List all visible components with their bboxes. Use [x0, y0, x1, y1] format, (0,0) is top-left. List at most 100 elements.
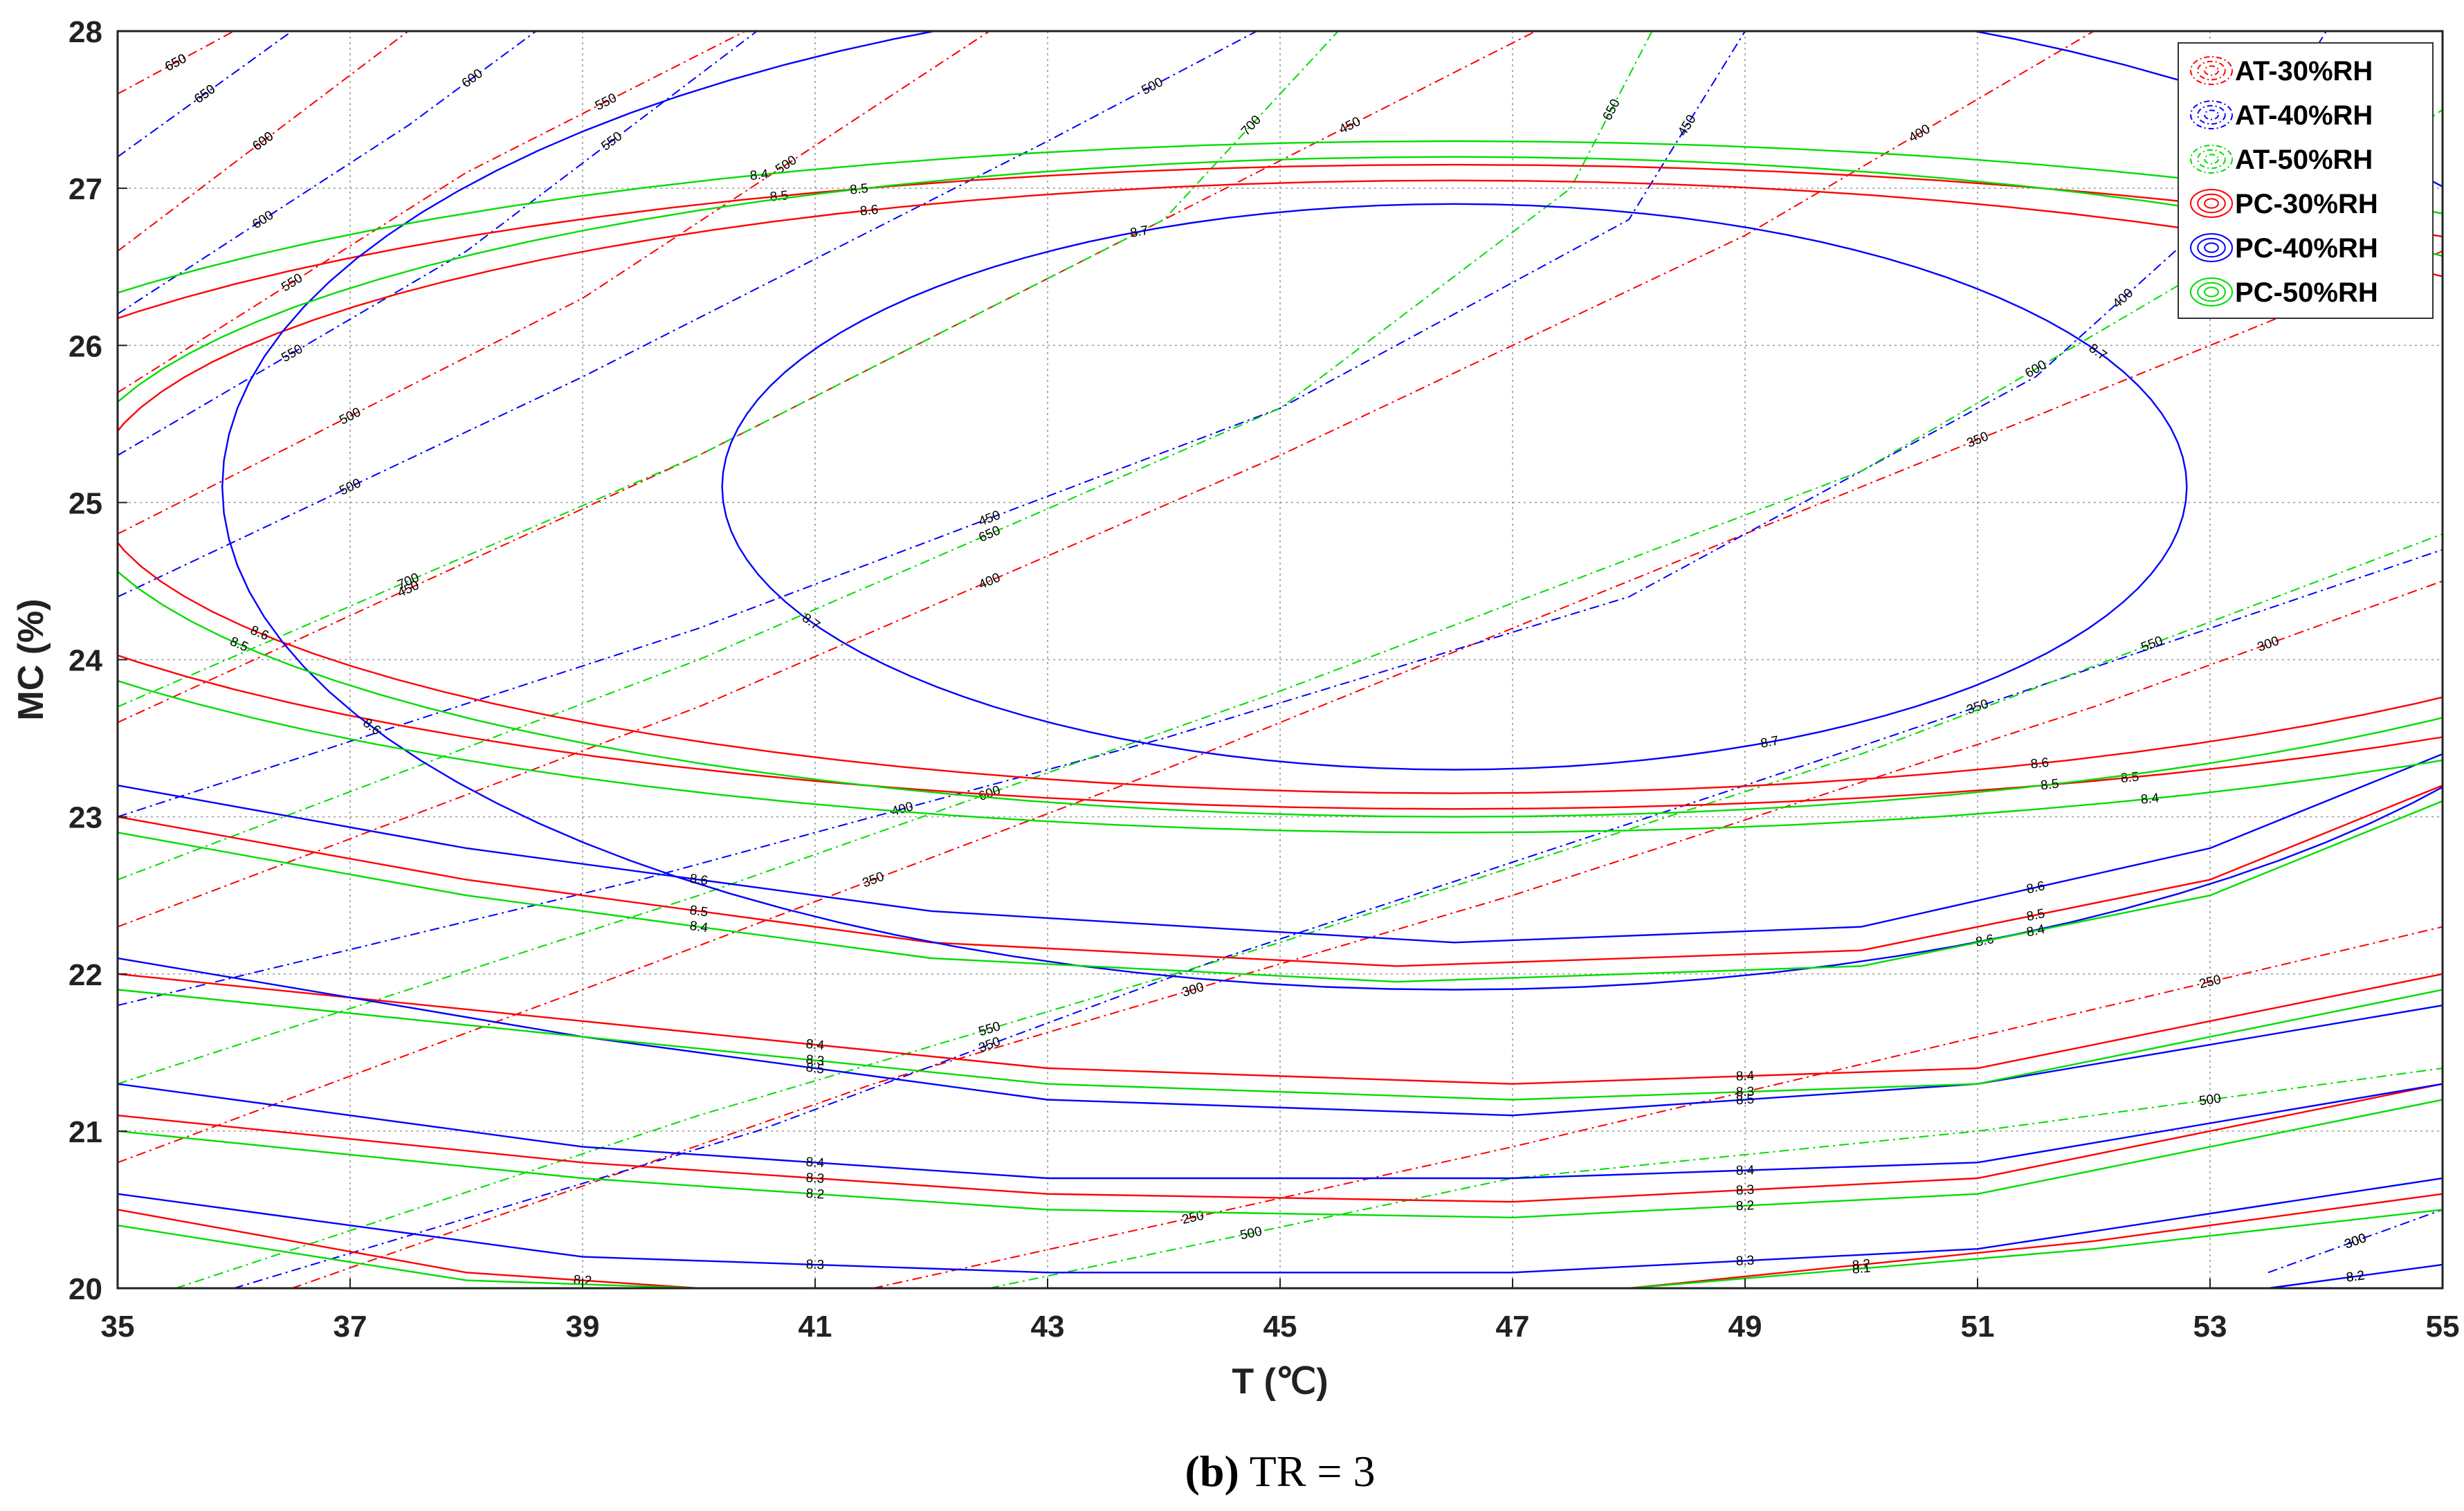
legend-swatch-icon — [2197, 237, 2226, 258]
contour-level-label: 8.3 — [805, 1052, 825, 1069]
legend-swatch-icon — [2204, 154, 2219, 165]
x-ticks: 35 37 39 41 43 45 47 49 51 53 55 — [101, 1279, 2460, 1344]
y-tick-label: 27 — [69, 172, 102, 206]
contour-level-label: 8.6 — [859, 203, 879, 219]
contour-level-label: 8.4 — [805, 1155, 825, 1171]
contour-level-label: 8.2 — [1735, 1198, 1754, 1214]
legend-item: AT-50%RH — [2190, 145, 2373, 175]
legend-swatch-icon — [2190, 100, 2233, 129]
legend-label: AT-30%RH — [2235, 56, 2373, 86]
legend-label: PC-50%RH — [2235, 277, 2378, 308]
contour-level-label: 8.3 — [805, 1257, 824, 1272]
legend-item: PC-50%RH — [2190, 277, 2378, 308]
legend-swatch-icon — [2204, 198, 2219, 209]
contour-level-label: 500 — [2198, 1091, 2222, 1108]
contour-line — [118, 179, 2443, 794]
y-tick-label: 23 — [69, 801, 102, 835]
legend-swatch-icon — [2197, 193, 2226, 214]
y-tick-label: 20 — [69, 1272, 102, 1306]
legend-swatch-icon — [2197, 60, 2226, 81]
contour-line — [118, 1083, 2443, 1180]
contour-line — [873, 926, 2443, 1288]
x-tick-label: 49 — [1728, 1310, 1762, 1344]
legend-swatch-icon — [2197, 282, 2226, 302]
contour-line — [118, 957, 2443, 1117]
contour-line — [118, 1083, 2443, 1203]
x-tick-label: 51 — [1961, 1310, 1995, 1344]
contour-level-label: 8.5 — [2025, 906, 2046, 924]
contour-line — [118, 31, 1537, 724]
contour-level-label: 8.2 — [2346, 1268, 2366, 1285]
contour-level-label: 8.4 — [805, 1037, 825, 1054]
legend: AT-30%RH AT-40%RH AT-50%RH PC-30%RH PC-40%RH… — [2178, 42, 2434, 319]
legend-swatch-icon — [2204, 109, 2219, 120]
contour-level-label: 8.2 — [805, 1187, 825, 1202]
contour-level-label: 8.4 — [749, 167, 769, 183]
legend-swatch-icon — [2204, 242, 2219, 253]
x-tick-label: 37 — [334, 1310, 367, 1344]
x-tick-label: 35 — [101, 1310, 135, 1344]
contour-level-label: 8.5 — [849, 181, 869, 198]
contour-line — [118, 1177, 2443, 1274]
contour-line — [118, 31, 409, 252]
y-axis-label: MC (%) — [11, 598, 51, 720]
contour-level-label: 8.3 — [1735, 1085, 1754, 1100]
contour-line — [118, 1209, 2443, 1288]
contour-line — [2267, 1209, 2443, 1274]
y-tick-label: 26 — [69, 329, 102, 363]
contour-line — [118, 31, 990, 535]
contour-level-label: 8.3 — [1735, 1254, 1754, 1269]
caption-text: TR = 3 — [1239, 1447, 1376, 1496]
contour-line — [118, 1099, 2443, 1219]
contour-level-label: 8.7 — [1760, 733, 1780, 751]
contour-line — [118, 31, 1339, 708]
legend-swatch-icon — [2190, 189, 2233, 218]
contour-line — [118, 31, 758, 457]
grid-lines — [117, 30, 2443, 1289]
legend-swatch-icon — [2190, 56, 2233, 85]
contour-line — [118, 989, 2443, 1101]
y-tick-label: 22 — [69, 958, 102, 992]
legend-item: AT-40%RH — [2190, 100, 2373, 131]
contour-line — [118, 1193, 2443, 1288]
contour-lines: 2502503003003503504004004504505005005505… — [118, 31, 2443, 1288]
legend-item: AT-30%RH — [2190, 56, 2373, 86]
legend-swatch-icon — [2190, 233, 2233, 262]
contour-line — [118, 31, 1746, 818]
legend-swatch-icon — [2190, 277, 2233, 306]
contour-level-label: 8.4 — [2140, 791, 2160, 807]
y-tick-label: 25 — [69, 486, 102, 520]
legend-label: AT-50%RH — [2235, 145, 2373, 175]
x-axis-label: T (℃) — [1232, 1362, 1328, 1402]
x-tick-label: 41 — [798, 1310, 832, 1344]
x-tick-label: 55 — [2426, 1310, 2460, 1344]
legend-item: PC-40%RH — [2190, 233, 2378, 264]
x-tick-label: 47 — [1496, 1310, 1530, 1344]
contour-line — [2267, 1263, 2443, 1288]
legend-swatch-icon — [2204, 286, 2219, 297]
contour-level-label: 8.5 — [688, 903, 709, 919]
contour-level-label: 8.6 — [2030, 756, 2050, 772]
contour-level-label: 8.6 — [688, 872, 709, 888]
contour-level-label: 8.2 — [2346, 1268, 2366, 1285]
contour-level-label: 8.7 — [1129, 223, 1150, 241]
contour-line — [721, 203, 2188, 771]
plot-area: 2502503003003503504004004504505005005505… — [118, 31, 2443, 1288]
legend-swatch-icon — [2197, 104, 2226, 125]
contour-level-label: 8.3 — [805, 1171, 825, 1187]
contour-line — [221, 31, 2443, 991]
caption-panel-label: (b) — [1185, 1447, 1239, 1496]
legend-box — [2178, 42, 2434, 319]
figure-caption: (b) TR = 3 — [1185, 1447, 1376, 1496]
contour-line — [118, 31, 293, 158]
contour-line — [118, 156, 2443, 818]
contour-line — [118, 785, 2443, 967]
contour-line — [118, 250, 2443, 1164]
contour-level-label: 8.4 — [2025, 922, 2046, 940]
legend-label: PC-40%RH — [2235, 233, 2378, 264]
legend-label: PC-30%RH — [2235, 189, 2378, 219]
legend-item: PC-30%RH — [2190, 189, 2378, 219]
contour-line — [118, 109, 2443, 1085]
x-tick-label: 45 — [1263, 1310, 1297, 1344]
